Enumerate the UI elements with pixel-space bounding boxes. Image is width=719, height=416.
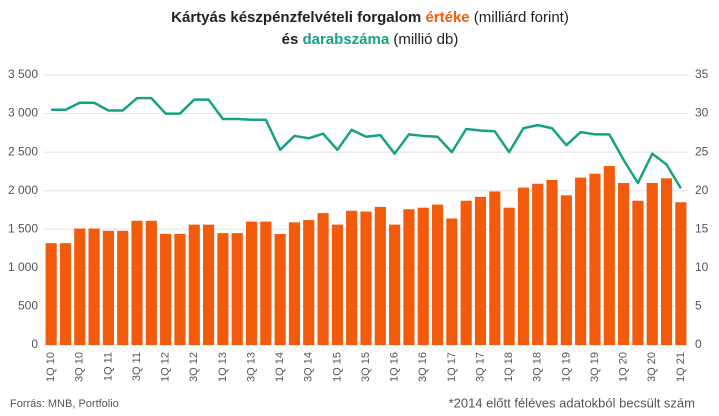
y-tick-label: 1 000: [8, 260, 38, 274]
x-tick-label: 3Q 13: [245, 352, 257, 382]
bar: [131, 220, 143, 345]
bar: [460, 200, 472, 345]
y2-tick-label: 25: [695, 144, 709, 158]
bar: [546, 179, 558, 345]
x-tick-label: 3Q 16: [417, 352, 429, 382]
y-tick-label: 1 500: [8, 221, 38, 235]
y2-tick-label: 30: [695, 106, 709, 120]
bar: [618, 183, 630, 345]
bar: [260, 221, 272, 345]
y-tick-label: 2 500: [8, 144, 38, 158]
bar: [74, 228, 86, 345]
bar: [303, 220, 315, 345]
bar: [160, 233, 172, 345]
x-tick-label: 1Q 21: [675, 352, 687, 382]
y-tick-label: 500: [18, 299, 38, 313]
x-tick-label: 3Q 11: [131, 352, 143, 381]
bar: [346, 210, 358, 345]
bar: [517, 187, 530, 345]
x-tick-label: 1Q 15: [331, 352, 343, 382]
y2-tick-label: 0: [695, 337, 702, 351]
bar: [389, 224, 401, 345]
bar: [231, 233, 243, 345]
x-tick-label: 3Q 10: [74, 352, 86, 382]
title-part: (millió db): [389, 31, 458, 48]
x-tick-label: 3Q 14: [303, 352, 315, 382]
note: *2014 előtt féléves adatokból becsült sz…: [449, 395, 695, 410]
x-tick-label: 1Q 16: [389, 352, 401, 382]
bar: [603, 166, 615, 345]
source: Forrás: MNB, Portfolio: [10, 398, 119, 410]
bar: [202, 224, 215, 345]
bar: [331, 224, 343, 345]
bar: [560, 195, 572, 345]
title-part: Kártyás készpénzfelvételi forgalom: [171, 9, 425, 26]
y2-tick-label: 15: [695, 221, 709, 235]
bar: [45, 243, 57, 345]
chart-title: Kártyás készpénzfelvételi forgalom érték…: [171, 9, 569, 26]
x-tick-label: 3Q 20: [646, 352, 658, 382]
bar: [660, 178, 673, 345]
bar: [403, 209, 415, 345]
bar: [245, 221, 258, 345]
x-tick-label: 3Q 15: [360, 352, 372, 382]
x-tick-label: 1Q 12: [160, 352, 172, 382]
x-tick-label: 3Q 19: [589, 352, 601, 382]
bar: [532, 183, 544, 345]
y-tick-label: 2 000: [8, 183, 38, 197]
bar: [589, 173, 601, 345]
y2-tick-label: 5: [695, 299, 702, 313]
x-tick-label: 1Q 18: [503, 352, 515, 382]
y2-tick-label: 35: [695, 67, 709, 81]
bar: [374, 206, 386, 345]
x-tick-label: 3Q 12: [188, 352, 200, 382]
bar: [675, 202, 687, 345]
x-tick-label: 1Q 20: [618, 352, 630, 382]
bar: [288, 222, 301, 345]
bar: [474, 196, 487, 345]
bar: [217, 233, 229, 345]
bar: [632, 200, 644, 345]
bar: [489, 191, 501, 345]
bar: [59, 243, 72, 345]
x-tick-label: 1Q 19: [560, 352, 572, 382]
y2-tick-label: 20: [695, 183, 709, 197]
bar: [646, 183, 658, 345]
bar: [503, 207, 515, 345]
bar: [317, 213, 329, 345]
x-tick-label: 1Q 11: [102, 352, 114, 381]
y-tick-label: 3 500: [8, 67, 38, 81]
x-tick-label: 1Q 10: [45, 352, 57, 382]
title-part: darabszáma: [302, 31, 389, 48]
bar: [102, 230, 114, 345]
bar: [188, 224, 200, 345]
y-tick-label: 3 000: [8, 106, 38, 120]
x-tick-label: 3Q 17: [474, 352, 486, 382]
y-tick-label: 0: [31, 337, 38, 351]
title-part: értéke: [425, 9, 469, 26]
bar: [174, 233, 186, 345]
y2-tick-label: 10: [695, 260, 709, 274]
title-part: (milliárd forint): [470, 9, 569, 26]
bar: [117, 230, 129, 345]
chart-title: és darabszáma (millió db): [282, 31, 459, 48]
line: [51, 96, 682, 190]
x-tick-label: 3Q 18: [532, 352, 544, 382]
bar: [431, 204, 444, 345]
x-tick-label: 1Q 17: [446, 352, 458, 382]
title-part: és: [282, 31, 303, 48]
x-tick-label: 1Q 13: [217, 352, 229, 382]
bar: [88, 228, 100, 345]
bar: [145, 220, 157, 345]
bar: [274, 233, 286, 345]
bar: [446, 218, 458, 345]
bar: [360, 211, 372, 345]
x-tick-label: 1Q 14: [274, 352, 286, 382]
bar: [575, 177, 587, 345]
bar: [417, 207, 429, 345]
